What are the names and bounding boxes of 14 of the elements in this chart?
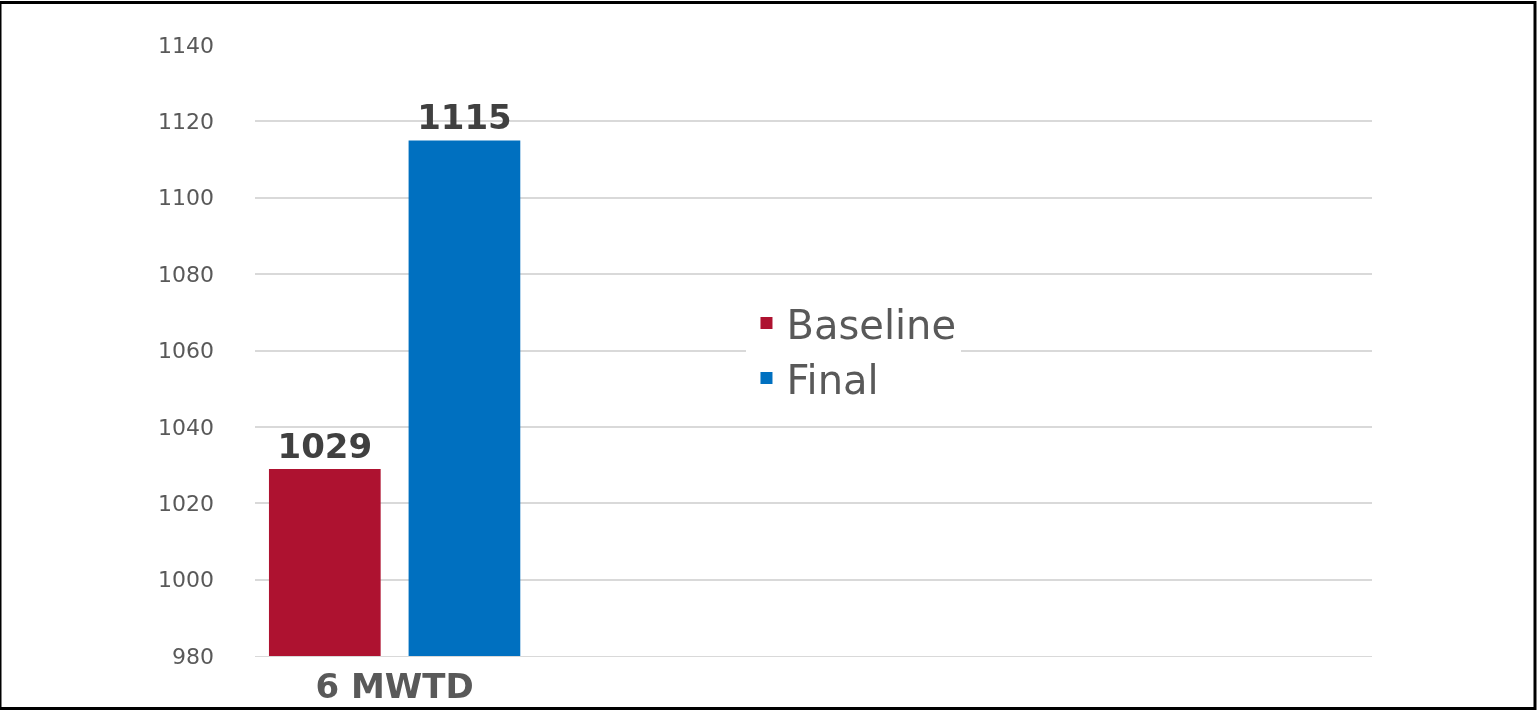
y-tick-label: 1120	[158, 109, 214, 135]
y-tick-label: 1140	[158, 32, 214, 58]
y-tick-label: 1020	[158, 490, 214, 516]
y-tick-label: 980	[172, 643, 214, 669]
y-tick-label: 1000	[158, 567, 214, 593]
y-tick-label: 1040	[158, 414, 214, 440]
legend-label: Final	[786, 356, 879, 403]
y-tick-label: 1100	[158, 185, 214, 211]
y-tick-label: 1080	[158, 261, 214, 287]
x-tick-label: 6 MWTD	[315, 665, 474, 706]
data-label: 1029	[277, 425, 373, 466]
legend-label: Baseline	[786, 301, 957, 348]
data-label: 1115	[417, 97, 512, 138]
y-tick-label: 1060	[158, 338, 214, 364]
